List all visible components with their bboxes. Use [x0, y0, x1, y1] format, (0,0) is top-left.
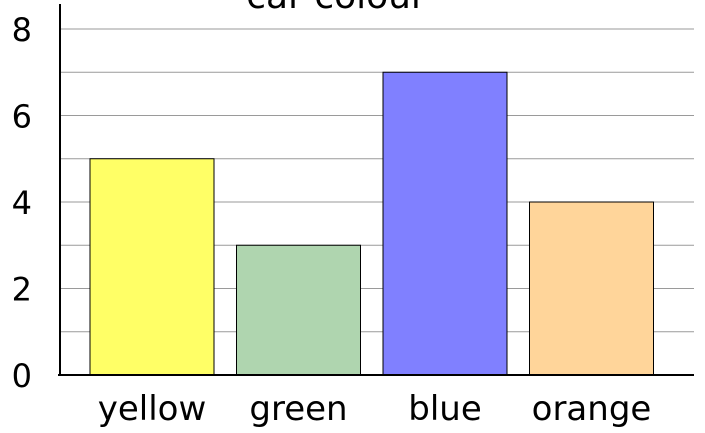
chart-title: car colour	[246, 0, 426, 17]
axes	[58, 4, 694, 376]
x-tick-label: green	[249, 389, 347, 429]
bar-orange	[529, 201, 654, 376]
y-tick-label: 0	[12, 357, 32, 395]
x-tick-label: yellow	[98, 389, 207, 429]
y-tick-labels: 0 2 4 6 8	[12, 11, 32, 395]
bar-yellow	[89, 158, 215, 376]
y-tick-label: 6	[12, 98, 32, 136]
bar-green	[236, 244, 361, 376]
y-tick-label: 2	[12, 271, 32, 309]
y-tick-label: 8	[12, 11, 32, 49]
x-tick-label: blue	[408, 389, 482, 429]
bar-blue	[382, 71, 508, 376]
bars	[89, 71, 654, 376]
x-tick-labels: yellow green blue orange	[98, 389, 652, 429]
y-tick-label: 4	[12, 184, 32, 222]
x-tick-label: orange	[532, 389, 652, 429]
